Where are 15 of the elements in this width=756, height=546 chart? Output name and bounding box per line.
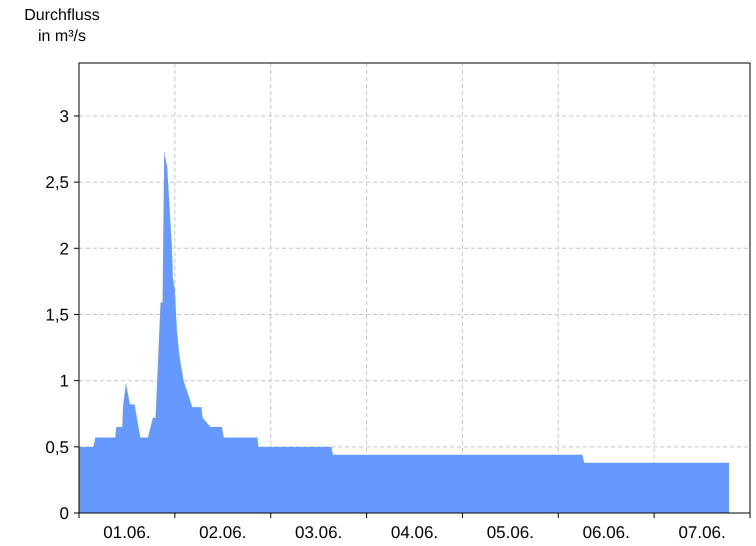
y-tick-label: 2 <box>60 239 69 258</box>
y-tick-label: 2,5 <box>45 173 69 192</box>
x-tick-label: 03.06. <box>295 523 342 542</box>
x-tick-label: 05.06. <box>486 523 534 542</box>
y-tick-label: 0 <box>60 504 69 523</box>
x-tick-label: 07.06. <box>678 523 726 542</box>
y-tick-label: 1,5 <box>45 305 69 324</box>
x-tick-label: 04.06. <box>390 523 438 542</box>
x-tick-label: 06.06. <box>582 523 630 542</box>
y-tick-label: 0,5 <box>45 438 69 457</box>
x-tick-label: 01.06. <box>103 523 151 542</box>
x-tick-label: 02.06. <box>199 523 246 542</box>
y-tick-label: 1 <box>60 372 69 391</box>
y-axis-title: Durchfluss in m³/s <box>24 7 100 45</box>
y-tick-label: 3 <box>60 106 69 126</box>
